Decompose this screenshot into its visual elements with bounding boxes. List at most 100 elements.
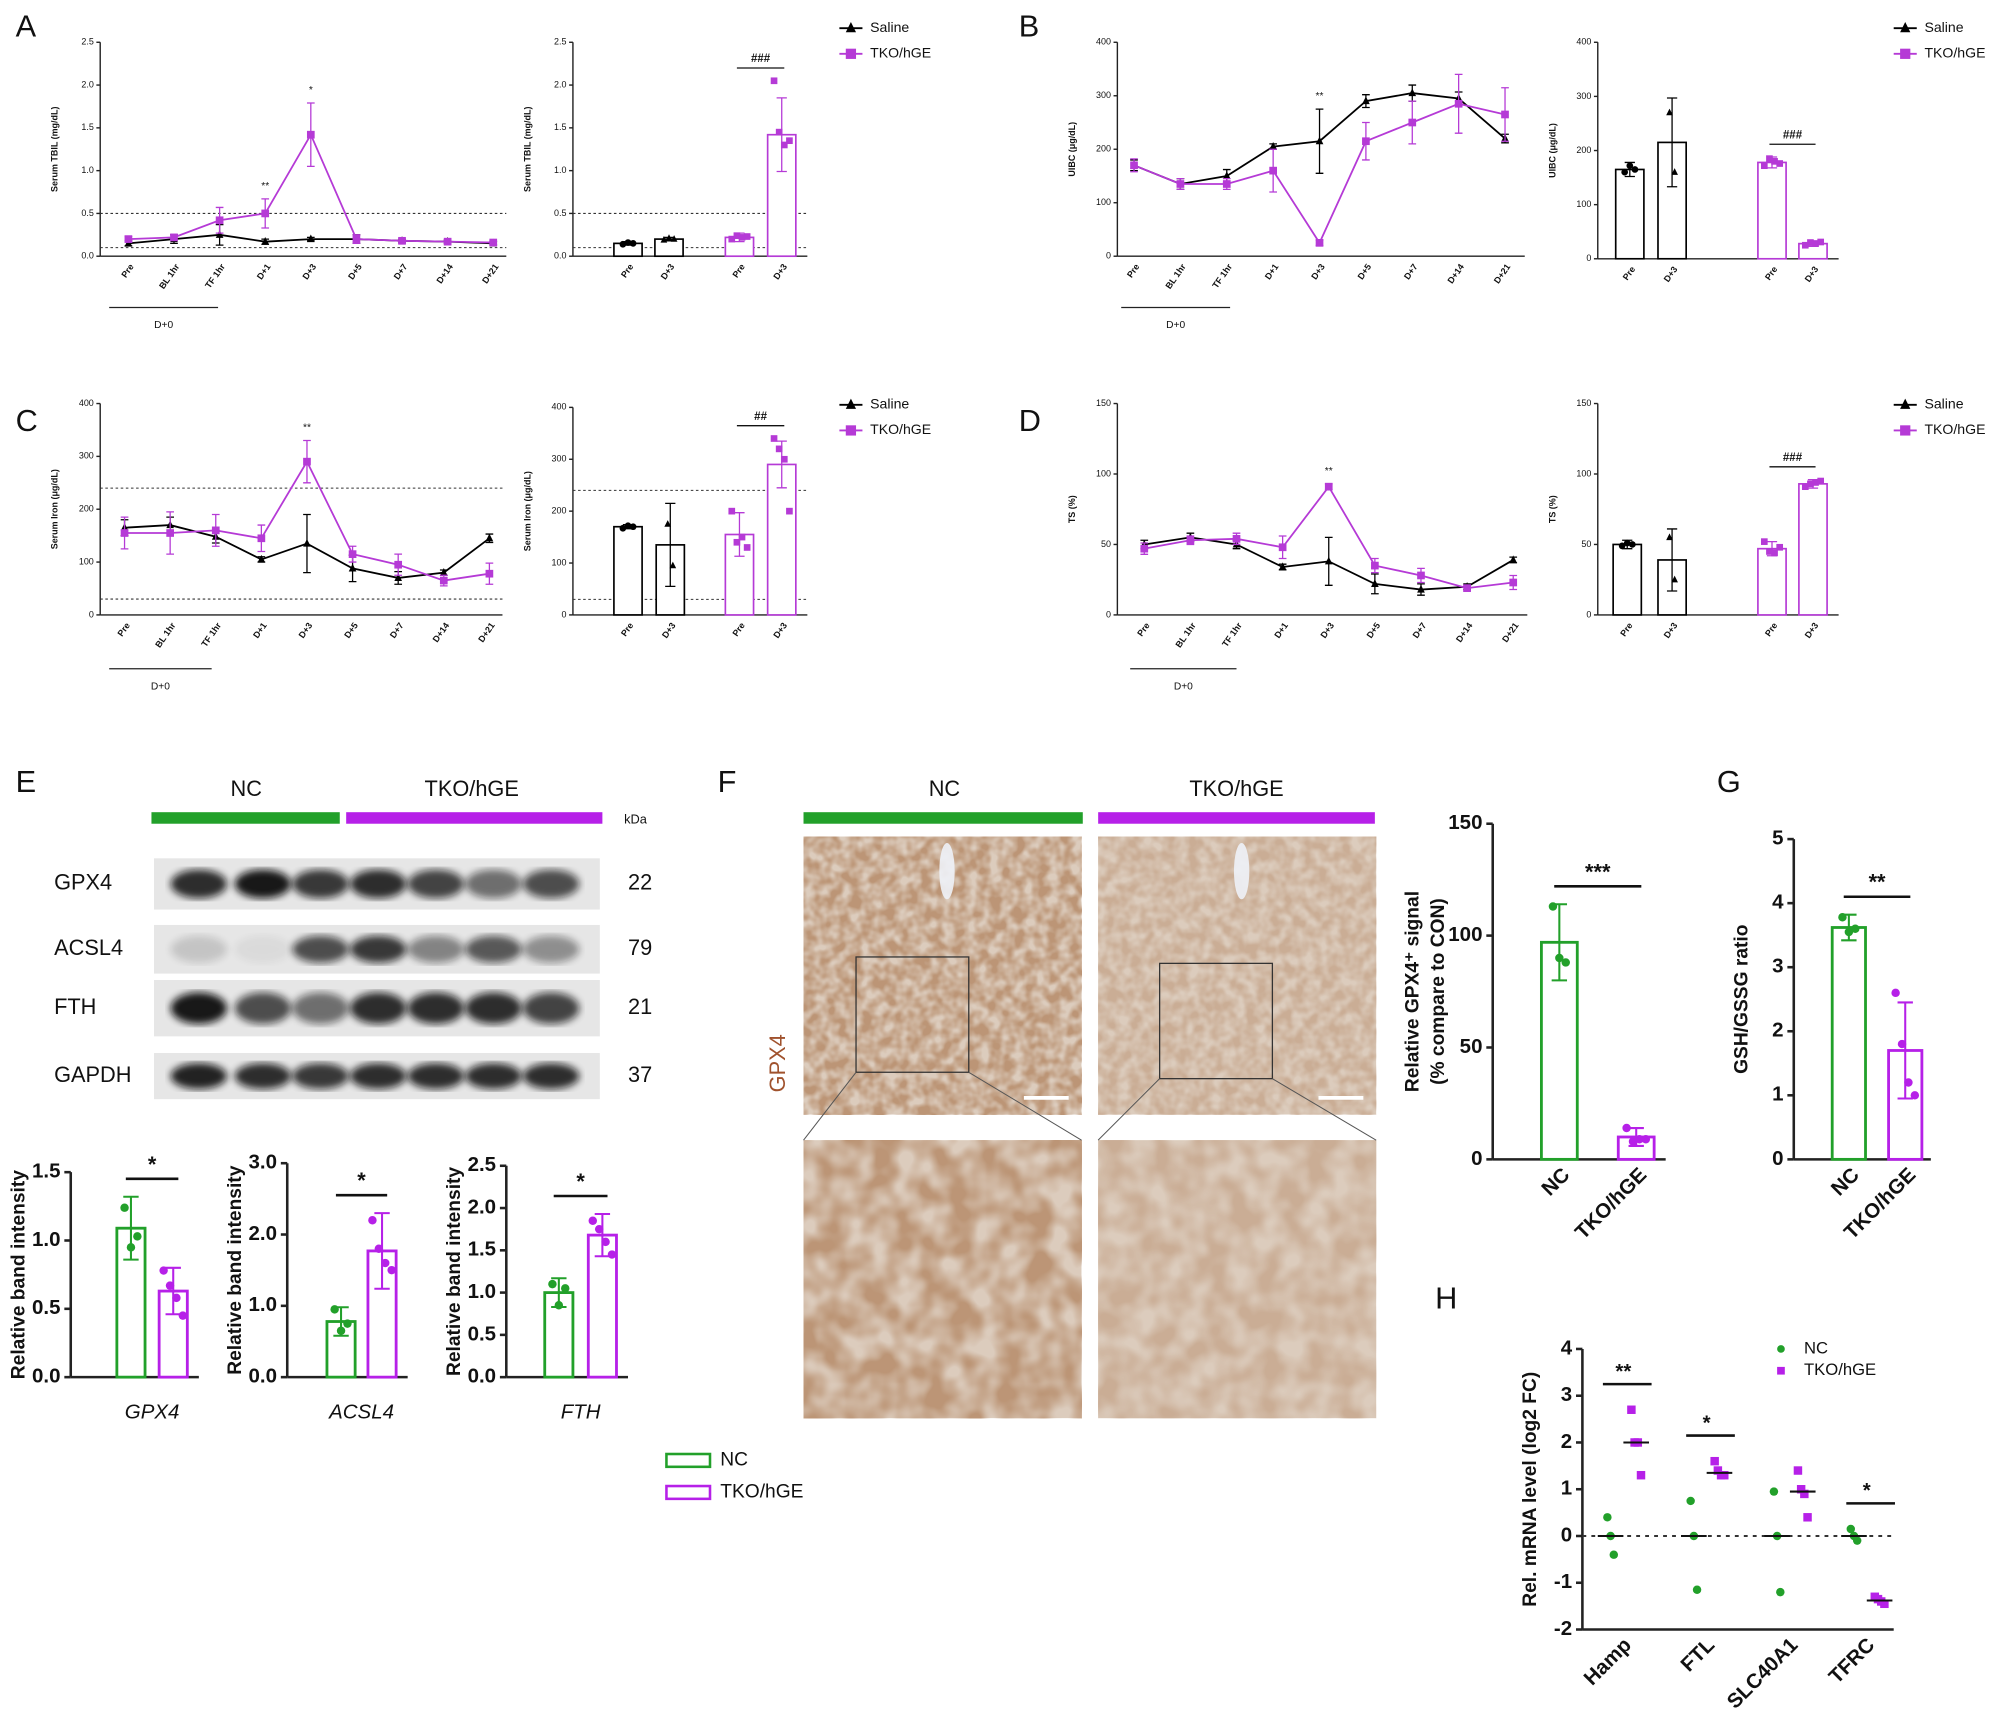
y-axis-label: UIBC (μg/dL) — [1067, 122, 1077, 177]
data-point — [1766, 155, 1773, 162]
y-axis-label: Serum Iron (μg/dL) — [50, 469, 60, 549]
x-tick-label: TF 1hr — [203, 262, 227, 291]
x-tick-label: D+1 — [1263, 262, 1281, 281]
data-point — [368, 1216, 377, 1225]
data-point — [1851, 924, 1860, 933]
y-tick-label: 150 — [1576, 398, 1591, 408]
y-axis-label: UIBC (μg/dL) — [1547, 123, 1557, 178]
x-tick-label: D+3 — [1318, 621, 1336, 640]
data-point — [770, 435, 778, 442]
y-axis-label: (% compare to CON) — [1428, 898, 1449, 1085]
x-tick-label: Hamp — [1579, 1633, 1636, 1690]
bar — [1757, 547, 1787, 616]
zoom-line — [968, 1071, 1082, 1141]
y-tick-label: 0 — [1471, 1147, 1482, 1170]
data-point — [485, 569, 494, 578]
blot-band — [407, 869, 465, 899]
y-tick-label: 200 — [79, 504, 94, 514]
bar — [766, 463, 797, 616]
x-tick-label: D+3 — [1803, 265, 1821, 284]
y-tick-label: 50 — [1101, 539, 1111, 549]
data-point — [1609, 1550, 1619, 1559]
data-point — [629, 523, 637, 531]
data-point — [381, 1258, 390, 1268]
x-tick-label: D+14 — [1445, 262, 1466, 285]
data-point — [594, 1224, 604, 1234]
y-tick-label: 1.0 — [249, 1293, 277, 1316]
data-point — [1776, 160, 1784, 167]
data-point — [1801, 241, 1809, 249]
data-point — [1417, 584, 1425, 593]
x-tick-label: Pre — [1763, 264, 1779, 282]
data-point — [1269, 166, 1277, 175]
legend-label: NC — [1804, 1338, 1828, 1357]
data-point — [1222, 180, 1231, 188]
data-point — [738, 234, 746, 241]
annotation: * — [309, 85, 313, 96]
y-axis-label: Serum Iron (μg/dL) — [522, 471, 532, 551]
y-tick-label: 2.0 — [249, 1222, 277, 1245]
panel-label: D — [1019, 403, 1041, 438]
legend-label: TKO/hGE — [720, 1482, 803, 1503]
y-tick-label: 400 — [1096, 37, 1111, 47]
data-point — [303, 457, 311, 466]
x-axis-label: FTH — [561, 1400, 601, 1423]
y-tick-label: 200 — [1576, 145, 1591, 155]
data-point — [780, 455, 788, 463]
y-tick-label: 2 — [1561, 1430, 1572, 1453]
y-axis-label: Serum TBIL (mg/dL) — [522, 107, 532, 192]
data-point — [394, 560, 403, 569]
legend-marker — [1900, 425, 1911, 436]
x-tick-label: Pre — [1618, 621, 1634, 639]
x-tick-label: BL 1hr — [1173, 620, 1198, 649]
data-point — [1796, 1485, 1806, 1494]
data-point — [1692, 1585, 1702, 1594]
blot-band — [234, 869, 292, 899]
y-axis-label: TS (%) — [1067, 495, 1077, 523]
y-tick-label: 0 — [1772, 1147, 1783, 1170]
x-tick-label: Pre — [730, 262, 746, 280]
legend-label: NC — [720, 1449, 748, 1470]
protein-label: GAPDH — [54, 1062, 131, 1087]
data-point — [1801, 483, 1809, 491]
legend-label: TKO/hGE — [870, 421, 931, 437]
data-point — [1548, 902, 1558, 911]
data-point — [1852, 1536, 1862, 1545]
y-tick-label: 2.0 — [81, 79, 93, 89]
blot-band — [350, 869, 407, 899]
data-point — [1776, 543, 1784, 551]
blot-band — [522, 992, 580, 1024]
blot-band — [522, 935, 580, 963]
data-point — [1666, 533, 1673, 541]
data-point — [1324, 482, 1333, 491]
x-tick-label: SLC40A1 — [1723, 1633, 1803, 1713]
x-tick-label: BL 1hr — [157, 262, 182, 291]
data-point — [1817, 477, 1825, 485]
x-tick-label: D+3 — [1662, 621, 1680, 640]
annotation: ** — [1316, 91, 1324, 102]
significance-label: * — [357, 1168, 366, 1193]
x-tick-label: FTL — [1676, 1633, 1719, 1676]
legend-marker — [1777, 1366, 1785, 1375]
data-point — [170, 233, 178, 242]
error-bar — [594, 1212, 611, 1258]
data-point — [398, 236, 406, 245]
bar — [613, 525, 643, 616]
data-point — [670, 235, 678, 242]
x-tick-label: D+1 — [251, 621, 269, 640]
significance-label: * — [576, 1169, 585, 1194]
panel-label: B — [1019, 8, 1040, 43]
blot-band — [292, 992, 349, 1024]
data-point — [211, 526, 220, 535]
y-tick-label: 2 — [1772, 1019, 1783, 1042]
bar — [1830, 926, 1867, 1161]
x-tick-label: D+3 — [771, 262, 789, 281]
blot-band — [465, 1063, 522, 1090]
data-point — [489, 238, 498, 247]
y-tick-label: 1.5 — [468, 1238, 496, 1261]
data-point — [1618, 542, 1626, 550]
x-tick-label: BL 1hr — [153, 620, 178, 649]
x-tick-label: TF 1hr — [1210, 262, 1234, 291]
blot-band — [522, 1063, 580, 1090]
